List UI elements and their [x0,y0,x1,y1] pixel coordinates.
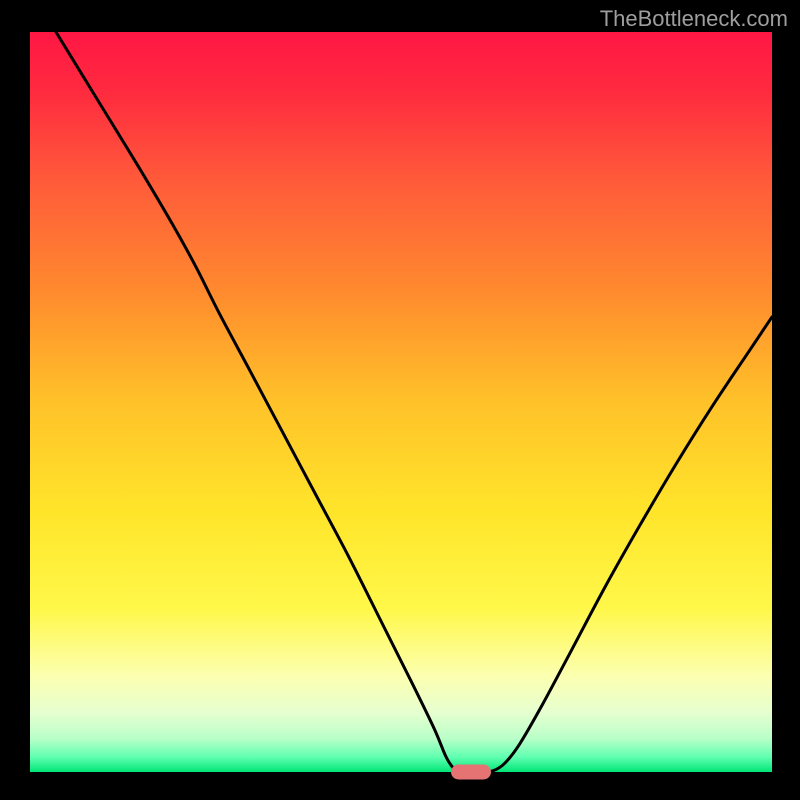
curve-svg [30,32,772,772]
bottleneck-curve [56,32,772,772]
plot-area [30,32,772,772]
optimal-marker [451,765,491,780]
watermark-text: TheBottleneck.com [600,6,788,32]
chart-container: TheBottleneck.com [0,0,800,800]
